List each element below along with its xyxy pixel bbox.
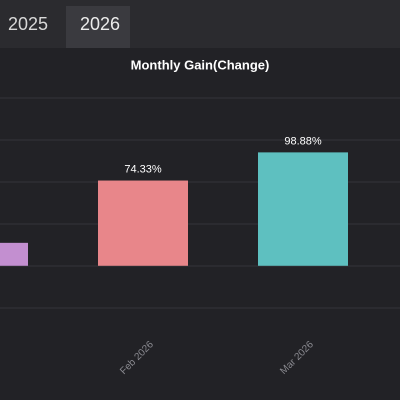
tab[interactable]	[0, 6, 64, 48]
value-label: 98.88%	[284, 135, 322, 147]
bar	[0, 242, 28, 266]
tab-label[interactable]: 2025	[8, 14, 48, 34]
bar	[98, 180, 188, 266]
value-label: 74.33%	[124, 163, 162, 175]
tab-selected[interactable]	[66, 6, 130, 48]
chart-title: Monthly Gain(Change)	[131, 57, 270, 72]
tab-label[interactable]: 2026	[80, 14, 120, 34]
bar	[258, 152, 348, 266]
